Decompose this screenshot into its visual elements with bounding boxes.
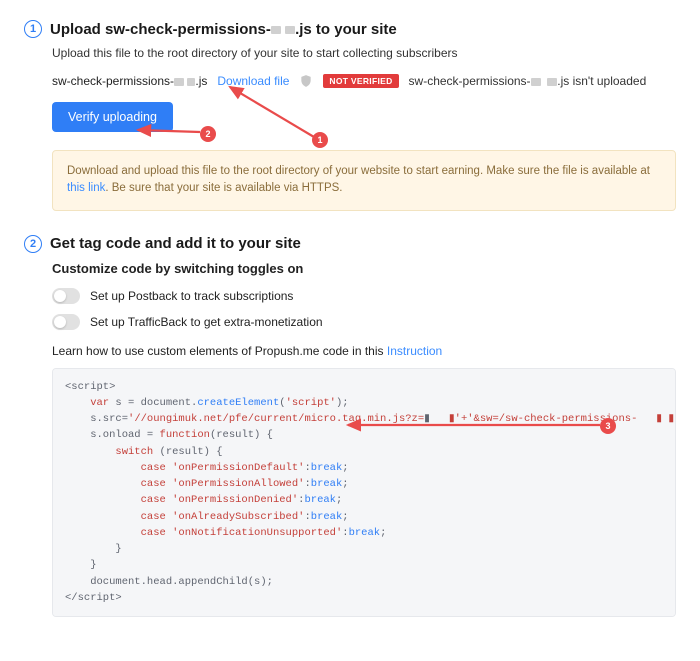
download-file-link[interactable]: Download file — [217, 74, 289, 88]
shield-icon — [299, 74, 313, 88]
step-number-badge: 2 — [24, 235, 42, 253]
notice-text-pre: Download and upload this file to the roo… — [67, 165, 650, 177]
learn-row: Learn how to use custom elements of Prop… — [52, 344, 676, 358]
step-body: Customize code by switching toggles on S… — [24, 261, 676, 618]
customize-heading: Customize code by switching toggles on — [52, 261, 676, 276]
file-name: sw-check-permissions- .js — [52, 74, 207, 88]
redacted-id — [285, 26, 295, 34]
not-verified-badge: NOT VERIFIED — [323, 74, 398, 88]
redacted-id — [271, 26, 281, 34]
redacted-id — [174, 78, 184, 86]
redacted-id — [547, 78, 557, 86]
title-suffix: .js to your site — [295, 21, 397, 38]
tag-code-block: <script> var s = document.createElement(… — [52, 368, 676, 618]
redacted-id — [531, 78, 541, 86]
title-prefix: Upload sw-check-permissions- — [50, 21, 271, 38]
notice-this-link[interactable]: this link — [67, 182, 105, 194]
toggle-trafficback-row: Set up TrafficBack to get extra-monetiza… — [52, 314, 676, 330]
callout-2: 2 — [200, 126, 216, 142]
step-title: Get tag code and add it to your site — [50, 235, 301, 252]
notice-banner: Download and upload this file to the roo… — [52, 150, 676, 211]
step-body: Upload this file to the root directory o… — [24, 46, 676, 211]
trafficback-toggle[interactable] — [52, 314, 80, 330]
trafficback-label: Set up TrafficBack to get extra-monetiza… — [90, 315, 323, 329]
postback-toggle[interactable] — [52, 288, 80, 304]
step-1: 1 Upload sw-check-permissions- .js to yo… — [24, 20, 676, 211]
step-number-badge: 1 — [24, 20, 42, 38]
callout-3: 3 — [600, 418, 616, 434]
step-header: 1 Upload sw-check-permissions- .js to yo… — [24, 20, 676, 38]
verify-uploading-button[interactable]: Verify uploading — [52, 102, 173, 132]
file-row: sw-check-permissions- .js Download file … — [52, 74, 676, 88]
notice-text-post: . Be sure that your site is available vi… — [105, 182, 342, 194]
learn-text: Learn how to use custom elements of Prop… — [52, 344, 387, 358]
upload-status-text: sw-check-permissions- .js isn't uploaded — [409, 74, 647, 88]
step-desc: Upload this file to the root directory o… — [52, 46, 676, 60]
callout-1: 1 — [312, 132, 328, 148]
postback-label: Set up Postback to track subscriptions — [90, 289, 293, 303]
toggle-postback-row: Set up Postback to track subscriptions — [52, 288, 676, 304]
step-title: Upload sw-check-permissions- .js to your… — [50, 21, 397, 38]
step-2: 2 Get tag code and add it to your site C… — [24, 235, 676, 618]
verify-row: Verify uploading — [52, 102, 676, 132]
instruction-link[interactable]: Instruction — [387, 344, 442, 358]
step-header: 2 Get tag code and add it to your site — [24, 235, 676, 253]
